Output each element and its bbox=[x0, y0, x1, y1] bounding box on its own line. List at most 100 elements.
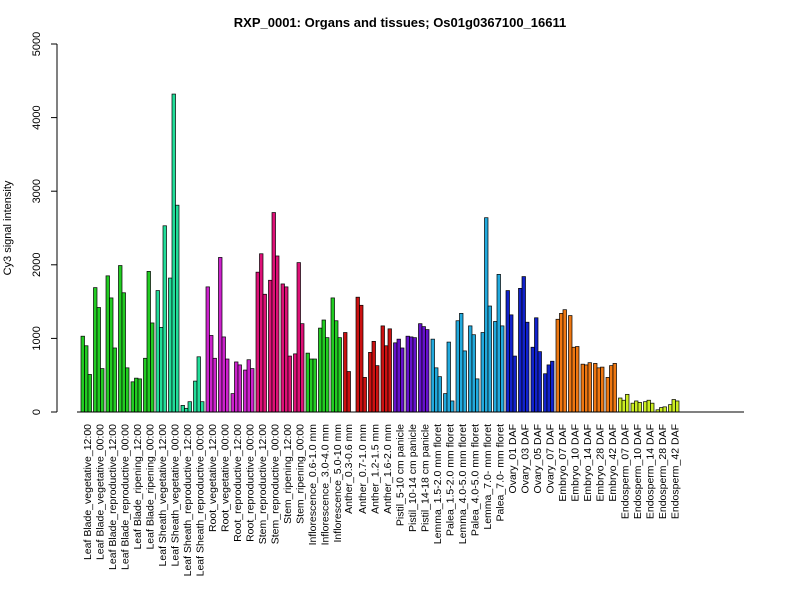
bar bbox=[537, 351, 542, 413]
x-tick-label: Pistil_5-10 cm panicle bbox=[395, 424, 407, 526]
bar bbox=[100, 368, 105, 413]
bar bbox=[296, 262, 301, 413]
bar bbox=[534, 317, 539, 413]
x-tick-label: Pistil_10-14 cm panicle bbox=[407, 424, 419, 532]
bar bbox=[143, 357, 148, 413]
bar bbox=[334, 320, 339, 413]
bar bbox=[87, 374, 92, 413]
bar bbox=[559, 313, 564, 413]
bar bbox=[500, 325, 505, 413]
bar bbox=[221, 336, 226, 413]
bar bbox=[171, 93, 176, 413]
bar bbox=[584, 364, 589, 413]
bar bbox=[387, 328, 392, 413]
bar bbox=[643, 401, 648, 413]
bar bbox=[568, 315, 573, 413]
bar bbox=[155, 290, 160, 413]
bar bbox=[471, 334, 476, 413]
bar bbox=[518, 288, 523, 413]
bar bbox=[380, 325, 385, 413]
bars bbox=[80, 93, 680, 413]
bar bbox=[530, 346, 535, 413]
bar bbox=[118, 265, 123, 413]
bar bbox=[459, 313, 464, 413]
y-tick-label: 0 bbox=[31, 409, 43, 415]
bar bbox=[587, 362, 592, 413]
x-tick-label: Embryo_28 DAF bbox=[595, 424, 607, 502]
bar bbox=[509, 314, 514, 413]
x-tick-label: Ovary_07 DAF bbox=[545, 424, 557, 493]
bar bbox=[600, 366, 605, 413]
x-tick-label: Root_vegetative_12:00 bbox=[207, 424, 219, 532]
bar bbox=[609, 365, 614, 413]
bar bbox=[287, 355, 292, 413]
bar bbox=[425, 329, 430, 413]
bar bbox=[434, 367, 439, 413]
bar bbox=[671, 399, 676, 413]
bar bbox=[430, 338, 435, 413]
bar bbox=[375, 365, 380, 413]
bar bbox=[234, 361, 239, 413]
bar bbox=[162, 225, 167, 413]
bar bbox=[593, 363, 598, 413]
bar bbox=[130, 381, 135, 413]
bar bbox=[412, 337, 417, 413]
x-tick-label: Stem_ripening_12:00 bbox=[282, 424, 294, 524]
x-tick-label: Leaf Blade_reproductive_12:00 bbox=[107, 424, 119, 570]
bar bbox=[443, 393, 448, 413]
bar bbox=[371, 340, 376, 413]
x-tick-label: Leaf Sheath_reproductive_00:00 bbox=[195, 424, 207, 577]
bar bbox=[205, 286, 210, 413]
bar bbox=[237, 364, 242, 413]
bar bbox=[484, 217, 489, 413]
x-tick-label: Leaf Blade_ripening_00:00 bbox=[145, 424, 157, 550]
x-tick-label: Leaf Sheath_vegetative_00:00 bbox=[170, 424, 182, 567]
x-tick-label: Ovary_01 DAF bbox=[507, 424, 519, 493]
bar bbox=[362, 377, 367, 413]
bar bbox=[300, 323, 305, 413]
bar bbox=[137, 378, 142, 413]
x-tick-label: Anther_1.6-2.0 mm bbox=[382, 424, 394, 514]
y-axis-label: Cy3 signal intensity bbox=[2, 180, 14, 275]
bar bbox=[318, 327, 323, 413]
bar bbox=[180, 405, 185, 413]
bar bbox=[80, 335, 85, 413]
bar bbox=[621, 399, 626, 413]
x-tick-label: Inflorescence_3.0-4.0 mm bbox=[320, 424, 332, 546]
x-tick-label: Endosperm_07 DAF bbox=[620, 424, 632, 519]
bar bbox=[309, 358, 314, 413]
bar bbox=[634, 400, 639, 413]
bar bbox=[630, 402, 635, 413]
bar bbox=[159, 327, 164, 413]
x-tick-label: Embryo_42 DAF bbox=[607, 424, 619, 502]
bar bbox=[293, 353, 298, 413]
bar bbox=[280, 283, 285, 413]
bar bbox=[243, 369, 248, 413]
x-tick-label: Leaf Sheath_reproductive_12:00 bbox=[182, 424, 194, 577]
bar bbox=[84, 345, 89, 413]
bar bbox=[250, 368, 255, 413]
x-tick-label: Palea_4.0-5.0 mm floret bbox=[470, 424, 482, 536]
bar bbox=[468, 325, 473, 413]
bar bbox=[150, 322, 155, 413]
bar bbox=[462, 350, 467, 413]
bar bbox=[493, 321, 498, 413]
bar bbox=[543, 373, 548, 413]
bar bbox=[596, 367, 601, 413]
bar bbox=[562, 309, 567, 413]
bar bbox=[368, 352, 373, 413]
bar bbox=[668, 404, 673, 413]
bar bbox=[355, 296, 360, 413]
bar bbox=[175, 204, 180, 413]
bar bbox=[437, 376, 442, 413]
chart-title: RXP_0001: Organs and tissues; Os01g03671… bbox=[234, 15, 566, 30]
bar bbox=[396, 338, 401, 413]
y-axis: 0 1000 2000 3000 4000 5000 bbox=[31, 32, 58, 415]
x-tick-label: Stem_reproductive_12:00 bbox=[257, 424, 269, 544]
y-tick-label: 1000 bbox=[31, 326, 43, 350]
bar bbox=[450, 400, 455, 413]
bar bbox=[612, 363, 617, 413]
bar bbox=[662, 406, 667, 413]
x-tick-label: Anther_0.3-0.6 mm bbox=[343, 424, 355, 514]
